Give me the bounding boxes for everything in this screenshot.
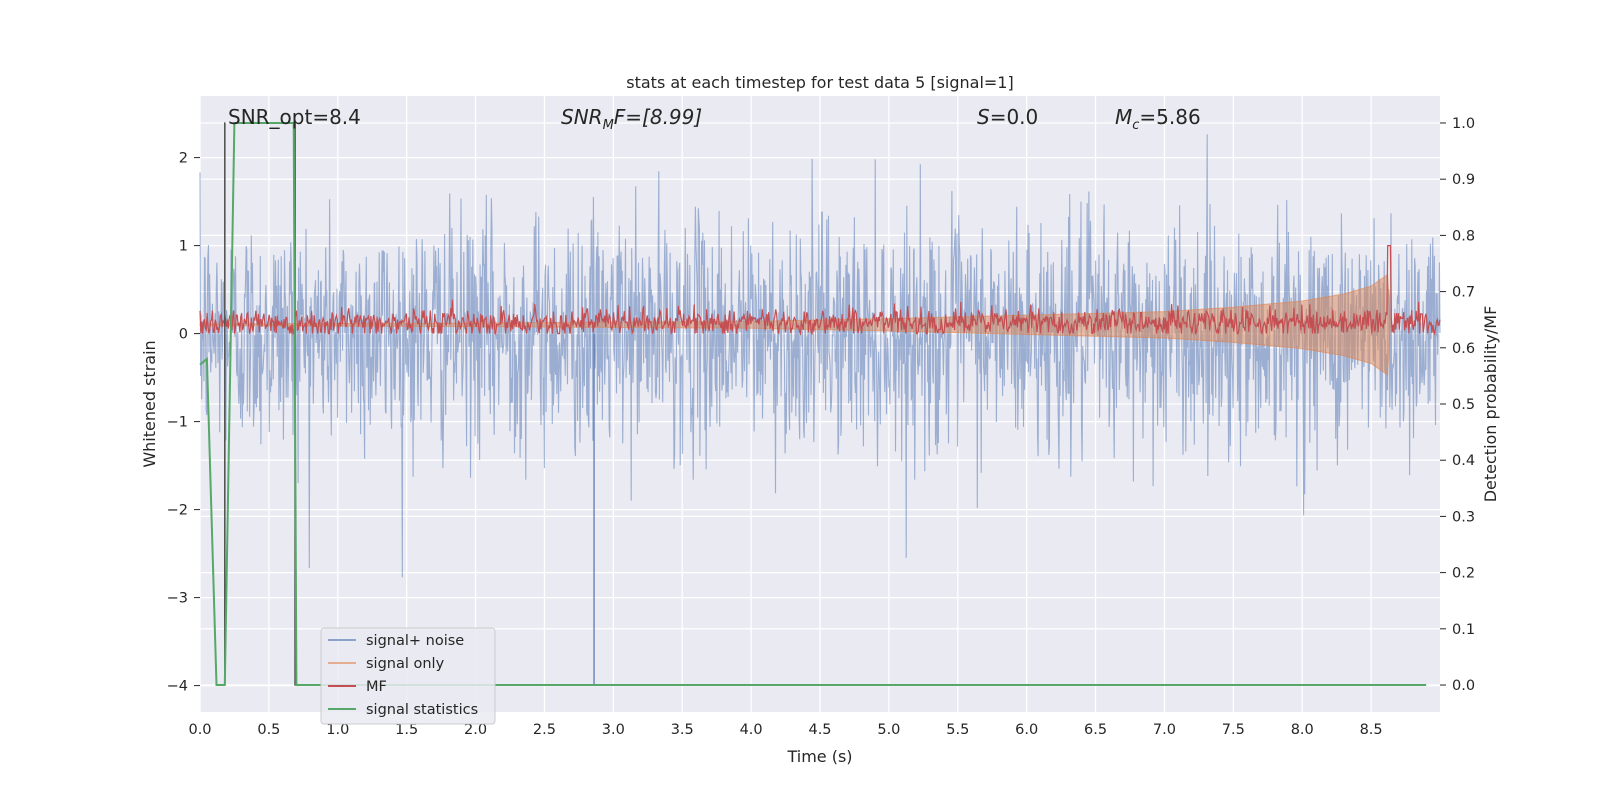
x-tick-label-8: 4.0 [740, 722, 763, 738]
x-tick-label-17: 8.5 [1360, 722, 1383, 738]
line-signal-statistics [199, 122, 1427, 686]
y2-tick-label-9: 0.9 [1452, 172, 1475, 188]
y-right-axis-label: Detection probability/MF [1481, 306, 1500, 503]
y2-tick-label-0: 0.0 [1452, 678, 1475, 694]
x-axis-ticks: 0.0 0.5 1.0 1.5 2.0 2.5 3.0 3.5 4.0 4.5 5.0 5.5 6.0 6… [188, 722, 1382, 738]
series-signal-only [199, 273, 1391, 376]
annotation-snr-mf-rest: F=[8.99] [614, 105, 702, 129]
x-tick-label-10: 5.0 [877, 722, 900, 738]
y-tick-label-3: −1 [167, 415, 188, 431]
x-tick-label-9: 4.5 [808, 722, 831, 738]
legend-label-signal-noise: signal+ noise [366, 633, 464, 649]
y2-tick-label-5: 0.5 [1452, 397, 1475, 413]
x-tick-label-12: 6.0 [1015, 722, 1038, 738]
legend-label-signal-only: signal only [366, 656, 445, 672]
x-tick-label-16: 8.0 [1291, 722, 1314, 738]
y-tick-label-6: 2 [179, 151, 188, 167]
series-signal-statistics [199, 122, 1427, 686]
x-tick-label-11: 5.5 [946, 722, 969, 738]
chart-title: stats at each timestep for test data 5 [… [626, 73, 1013, 92]
x-tick-label-7: 3.5 [671, 722, 694, 738]
annotation-snr-mf-sub: M [603, 118, 614, 133]
x-tick-label-15: 7.5 [1222, 722, 1245, 738]
y-right-axis-ticks: 0.0 0.1 0.2 0.3 0.4 0.5 0.6 0.7 0.8 0.9 1.0 [1440, 116, 1475, 694]
annotation-snr-opt: SNR_opt=8.4 [228, 105, 361, 129]
y-tick-label-4: 0 [179, 327, 188, 343]
x-axis-label: Time (s) [786, 747, 852, 766]
y2-tick-label-2: 0.2 [1452, 566, 1475, 582]
annotation-mc-rest: =5.86 [1139, 105, 1200, 129]
y2-tick-label-3: 0.3 [1452, 509, 1475, 525]
series-signal-noise [199, 134, 1441, 686]
y-tick-label-2: −2 [167, 503, 188, 519]
annotation-mc-italic: M [1115, 105, 1132, 129]
area-signal-only [199, 273, 1391, 376]
y-axis-label: Whitened strain [140, 340, 159, 467]
x-tick-label-1: 0.5 [257, 722, 280, 738]
annotation-s-stat-italic: S [977, 105, 990, 129]
annotation-s-stat-rest: =0.0 [990, 105, 1039, 129]
legend-box [320, 627, 496, 725]
annotation-snr-mf: SNRMF=[8.99] [561, 105, 702, 133]
annotation-snr-mf-base: SNR [561, 105, 603, 129]
annotation-mc: Mc=5.86 [1115, 105, 1201, 133]
x-tick-label-2: 1.0 [326, 722, 349, 738]
x-tick-label-3: 1.5 [395, 722, 418, 738]
line-mf [199, 245, 1441, 336]
annotation-s-stat: S=0.0 [977, 105, 1038, 129]
legend-label-mf: MF [366, 679, 387, 695]
y2-tick-label-10: 1.0 [1452, 116, 1475, 132]
y2-tick-label-7: 0.7 [1452, 285, 1475, 301]
y2-tick-label-1: 0.1 [1452, 622, 1475, 638]
y2-tick-label-8: 0.8 [1452, 228, 1475, 244]
x-tick-label-6: 3.0 [602, 722, 625, 738]
x-tick-label-4: 2.0 [464, 722, 487, 738]
y-tick-label-0: −4 [167, 679, 188, 695]
legend-label-signal-statistics: signal statistics [366, 702, 478, 718]
legend: signal+ noise signal only MF signal stat… [320, 627, 496, 725]
y2-tick-label-6: 0.6 [1452, 341, 1475, 357]
x-tick-label-14: 7.0 [1153, 722, 1176, 738]
x-tick-label-5: 2.5 [533, 722, 556, 738]
grid-vertical [199, 96, 1372, 712]
y-axis-ticks: −4 −3 −2 −1 0 1 2 [167, 151, 200, 695]
y2-tick-label-4: 0.4 [1452, 453, 1475, 469]
y-tick-label-1: −3 [167, 591, 188, 607]
line-signal-noise [199, 134, 1441, 578]
series-mf [199, 245, 1441, 336]
annotation-mc-sub: c [1132, 118, 1139, 133]
y-tick-label-5: 1 [179, 239, 188, 255]
x-tick-label-0: 0.0 [188, 722, 211, 738]
x-tick-label-13: 6.5 [1084, 722, 1107, 738]
